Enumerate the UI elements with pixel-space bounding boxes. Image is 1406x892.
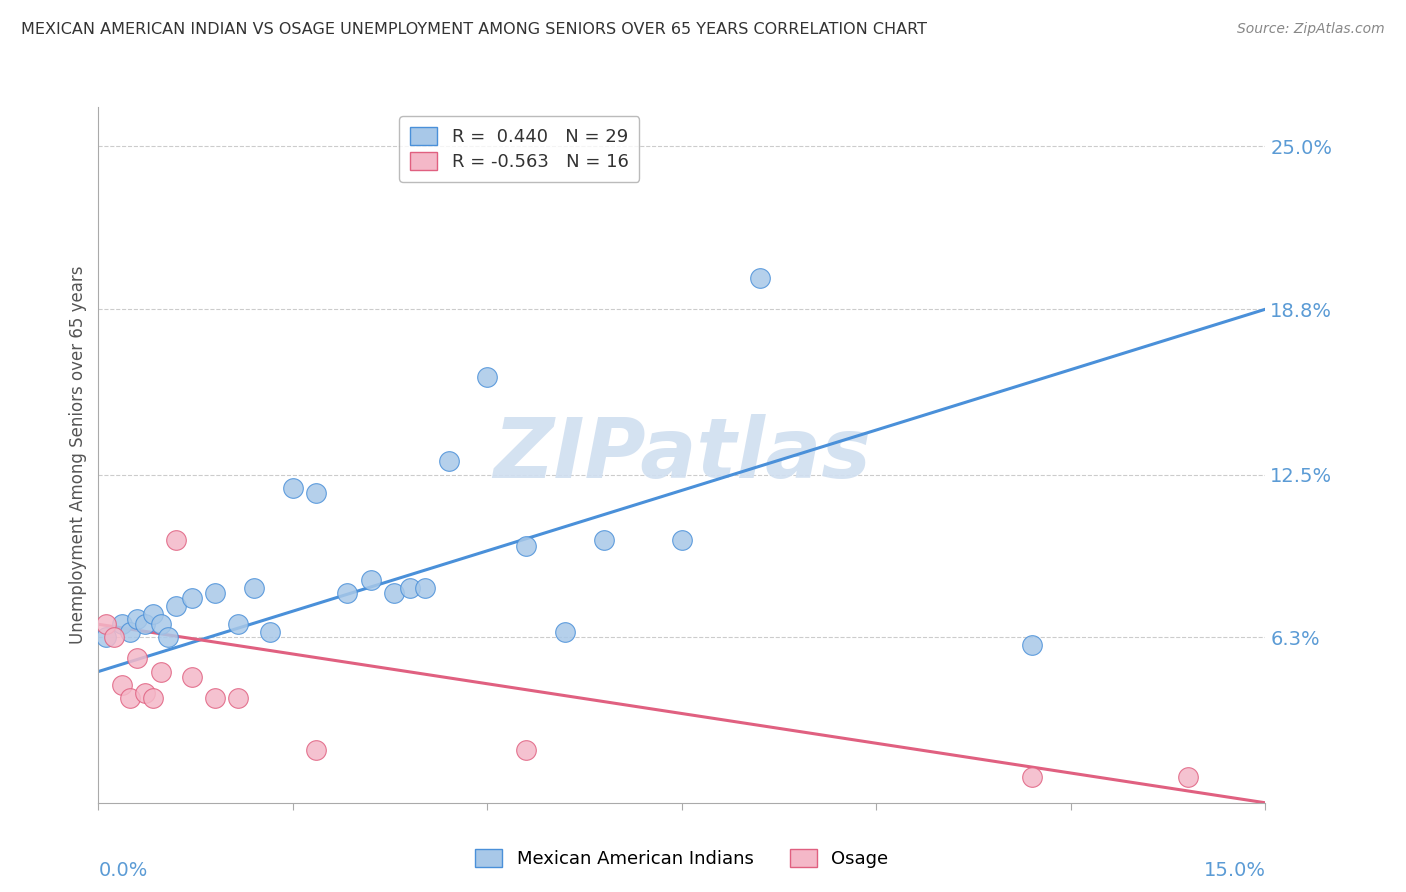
Point: [593, 533, 616, 548]
Point: [149, 665, 172, 679]
Text: ZIPatlas: ZIPatlas: [494, 415, 870, 495]
Point: [165, 599, 187, 613]
Legend: Mexican American Indians, Osage: Mexican American Indians, Osage: [467, 840, 897, 877]
Point: [1021, 638, 1043, 652]
Point: [127, 651, 149, 665]
Point: [305, 743, 328, 757]
Point: [134, 617, 156, 632]
Point: [103, 631, 125, 645]
Point: [204, 690, 226, 705]
Point: [165, 533, 187, 548]
Point: [111, 617, 134, 632]
Point: [305, 486, 328, 500]
Text: Source: ZipAtlas.com: Source: ZipAtlas.com: [1237, 22, 1385, 37]
Point: [127, 612, 149, 626]
Point: [1177, 770, 1199, 784]
Point: [157, 631, 180, 645]
Point: [437, 454, 460, 468]
Point: [149, 617, 172, 632]
Point: [477, 370, 499, 384]
Text: 0.0%: 0.0%: [98, 861, 148, 880]
Point: [398, 581, 420, 595]
Point: [180, 591, 202, 605]
Point: [96, 631, 118, 645]
Point: [259, 625, 281, 640]
Y-axis label: Unemployment Among Seniors over 65 years: Unemployment Among Seniors over 65 years: [69, 266, 87, 644]
Point: [142, 607, 165, 621]
Point: [748, 270, 770, 285]
Point: [336, 586, 359, 600]
Text: 15.0%: 15.0%: [1204, 861, 1265, 880]
Point: [360, 573, 382, 587]
Point: [228, 690, 250, 705]
Point: [118, 625, 141, 640]
Point: [554, 625, 576, 640]
Point: [515, 743, 537, 757]
Point: [671, 533, 693, 548]
Point: [515, 539, 537, 553]
Point: [228, 617, 250, 632]
Point: [1021, 770, 1043, 784]
Point: [204, 586, 226, 600]
Point: [142, 690, 165, 705]
Point: [111, 678, 134, 692]
Point: [382, 586, 405, 600]
Point: [413, 581, 436, 595]
Point: [96, 617, 118, 632]
Point: [243, 581, 266, 595]
Point: [118, 690, 141, 705]
Point: [134, 685, 156, 699]
Point: [281, 481, 304, 495]
Point: [180, 670, 202, 684]
Text: MEXICAN AMERICAN INDIAN VS OSAGE UNEMPLOYMENT AMONG SENIORS OVER 65 YEARS CORREL: MEXICAN AMERICAN INDIAN VS OSAGE UNEMPLO…: [21, 22, 927, 37]
